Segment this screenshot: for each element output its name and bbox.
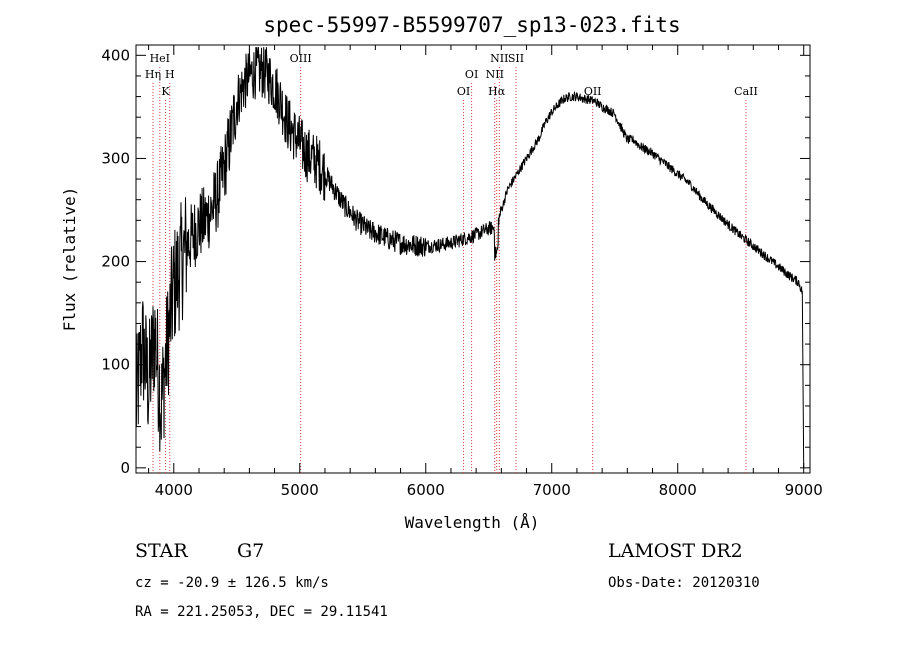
x-tick-label: 9000 (785, 481, 823, 499)
chart-title: spec-55997-B5599707_sp13-023.fits (263, 13, 680, 37)
observation-date: Obs-Date: 20120310 (608, 575, 760, 591)
line-marker-label: CaII (734, 85, 758, 98)
y-tick-label: 300 (101, 149, 130, 167)
coordinates: RA = 221.25053, DEC = 29.11541 (135, 604, 388, 620)
x-tick-label: 6000 (407, 481, 445, 499)
x-tick-label: 5000 (281, 481, 319, 499)
line-marker-label: NII (486, 68, 504, 81)
y-tick-label: 200 (101, 253, 130, 271)
y-tick-label: 0 (120, 459, 130, 477)
line-marker-label: Hα (488, 85, 506, 98)
redshift-value: cz = -20.9 ± 126.5 km/s (135, 575, 329, 591)
spectrum-line (135, 47, 805, 468)
plot-frame (135, 44, 811, 474)
y-tick-label: 400 (101, 46, 130, 64)
y-tick-label: 100 (101, 356, 130, 374)
line-marker-label: NII (490, 52, 508, 65)
line-marker-label: OI (457, 85, 470, 98)
object-class: STAR (135, 540, 188, 562)
line-marker-label: OII (584, 85, 602, 98)
survey-name: LAMOST DR2 (608, 540, 743, 562)
line-marker-label: K (161, 85, 170, 98)
line-marker-label: Hη (145, 68, 161, 81)
x-tick-label: 7000 (533, 481, 571, 499)
object-subclass: G7 (237, 540, 265, 562)
axis-ticks: 4000 5000 6000 7000 8000 9000 0 100 200 300 400 (101, 45, 823, 499)
line-marker-label: OI (465, 68, 478, 81)
x-tick-label: 8000 (659, 481, 697, 499)
x-axis-label: Wavelength (Å) (405, 513, 540, 532)
line-marker-label: SII (508, 52, 524, 65)
x-tick-label: 4000 (155, 481, 193, 499)
y-axis-label: Flux (relative) (60, 187, 79, 332)
line-marker-label: H (165, 68, 175, 81)
line-marker-label: OIII (290, 52, 312, 65)
line-marker-label: HeI (150, 52, 170, 65)
